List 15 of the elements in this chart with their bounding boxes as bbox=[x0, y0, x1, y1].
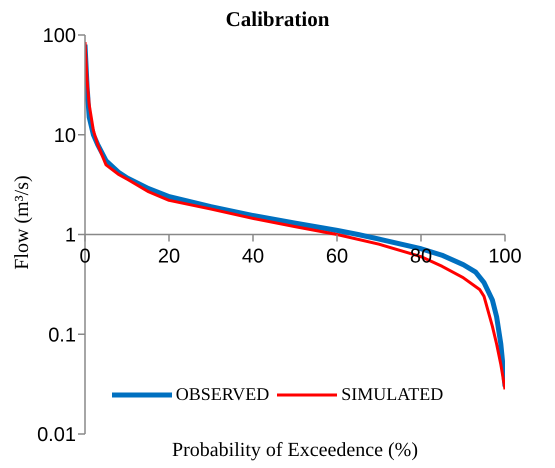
legend-label: OBSERVED bbox=[176, 384, 270, 405]
x-tick-label: 20 bbox=[158, 246, 180, 268]
y-tick-label: 0.1 bbox=[48, 324, 76, 346]
y-tick-label: 100 bbox=[42, 25, 76, 48]
y-tick-label: 1 bbox=[64, 224, 76, 247]
x-tick-label: 100 bbox=[488, 246, 522, 268]
x-tick-label: 0 bbox=[79, 246, 91, 268]
y-tick-label: 0.01 bbox=[37, 424, 76, 446]
x-tick-label: 40 bbox=[242, 246, 264, 268]
x-tick-label: 60 bbox=[326, 246, 348, 268]
chart-title: Calibration bbox=[226, 7, 330, 31]
y-axis-title: Flow (m³/s) bbox=[11, 175, 33, 270]
y-tick-label: 10 bbox=[54, 124, 76, 147]
legend-label: SIMULATED bbox=[341, 384, 444, 405]
x-axis-title: Probability of Exceedence (%) bbox=[172, 439, 418, 461]
